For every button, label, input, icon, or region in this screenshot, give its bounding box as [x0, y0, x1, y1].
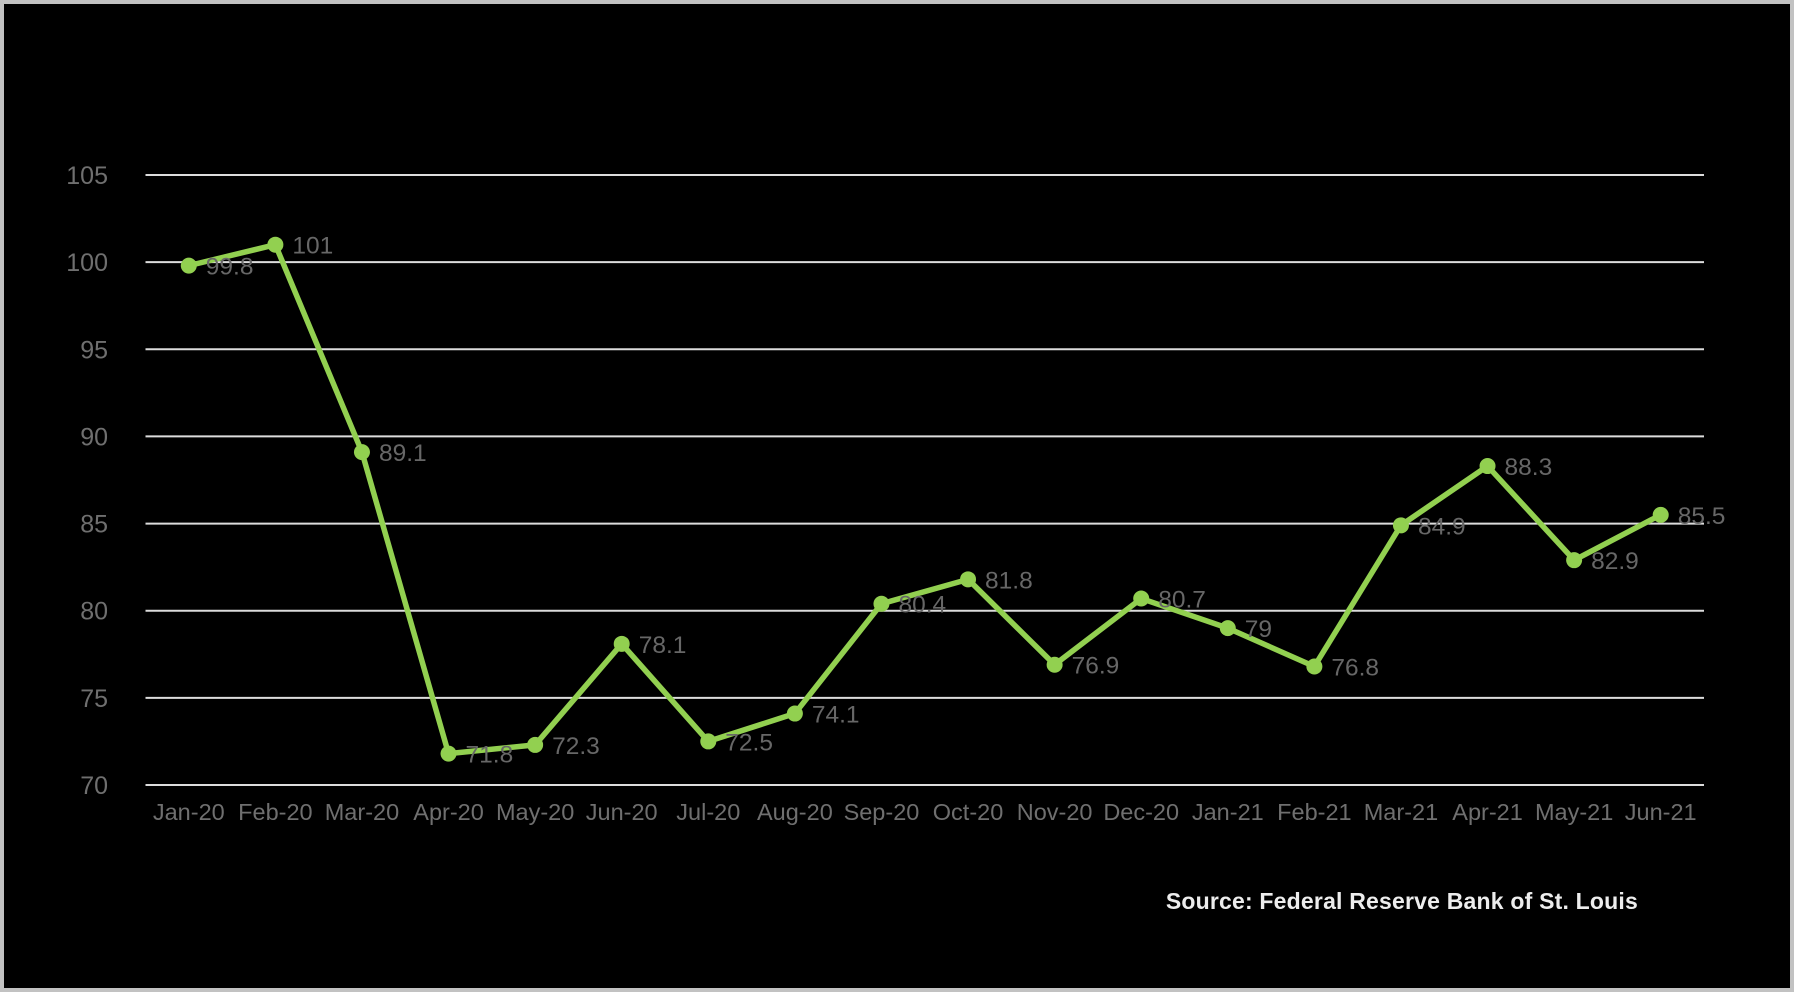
x-tick-label: Nov-20 — [1017, 799, 1093, 825]
x-tick-label: Apr-21 — [1452, 799, 1523, 825]
data-point-marker — [1133, 590, 1150, 607]
data-point-label: 89.1 — [379, 440, 427, 467]
data-point-label: 72.5 — [725, 729, 773, 756]
data-point-label: 85.5 — [1678, 503, 1726, 530]
x-tick-label: Aug-20 — [757, 799, 833, 825]
data-point-marker — [873, 595, 890, 612]
y-tick-label: 95 — [80, 336, 108, 364]
x-tick-label: Mar-21 — [1364, 799, 1438, 825]
data-point-marker — [353, 444, 370, 461]
line-chart: 70 75 80 85 90 95 100 105 Jan-20 Feb-20 Mar-20 Apr-… — [66, 162, 1726, 825]
x-tick-label: Oct-20 — [933, 799, 1004, 825]
x-tick-label: Jul-20 — [676, 799, 740, 825]
y-tick-label: 80 — [80, 598, 108, 626]
data-point-label: 74.1 — [812, 702, 860, 729]
x-tick-label: Feb-21 — [1277, 799, 1351, 825]
data-point-label: 82.9 — [1591, 548, 1639, 575]
data-point-marker — [180, 257, 197, 274]
x-tick-label: Jan-21 — [1192, 799, 1264, 825]
data-point-marker — [1306, 658, 1323, 675]
x-tick-label: Feb-20 — [238, 799, 312, 825]
data-point-marker — [960, 571, 977, 588]
data-point-label: 80.4 — [898, 592, 946, 619]
data-point-marker — [440, 745, 457, 762]
data-point-marker — [1566, 552, 1583, 569]
data-point-label: 101 — [292, 233, 333, 260]
x-tick-label: Sep-20 — [844, 799, 920, 825]
data-point-label: 72.3 — [552, 733, 600, 760]
source-note: Source: Federal Reserve Bank of St. Loui… — [1165, 888, 1638, 914]
series-line — [186, 241, 1664, 757]
data-point-label: 88.3 — [1505, 454, 1553, 481]
data-point-label: 80.7 — [1158, 587, 1206, 614]
data-point-marker — [1046, 656, 1063, 673]
data-point-label: 76.8 — [1331, 654, 1379, 681]
x-tick-label: Jun-21 — [1625, 799, 1697, 825]
x-tick-label: Jan-20 — [153, 799, 225, 825]
data-point-label: 76.9 — [1072, 653, 1120, 680]
y-tick-label: 85 — [80, 511, 108, 539]
x-tick-label: Apr-20 — [413, 799, 484, 825]
data-point-marker — [1219, 620, 1236, 637]
x-tick-label: May-21 — [1535, 799, 1613, 825]
data-point-label: 84.9 — [1418, 513, 1466, 540]
y-tick-label: 105 — [66, 162, 108, 190]
data-point-marker — [1479, 458, 1496, 475]
x-tick-label: May-20 — [496, 799, 574, 825]
data-point-marker — [1652, 506, 1669, 523]
data-point-label: 79 — [1245, 616, 1272, 643]
data-point-label: 78.1 — [639, 632, 687, 659]
data-point-marker — [786, 705, 803, 722]
data-point-label: 99.8 — [206, 254, 254, 281]
y-tick-label: 100 — [66, 249, 108, 277]
y-tick-label: 90 — [80, 423, 108, 451]
data-point-label: 71.8 — [466, 742, 514, 769]
y-tick-label: 70 — [80, 772, 108, 800]
data-point-marker — [527, 736, 544, 753]
data-point-label: 81.8 — [985, 567, 1033, 594]
data-point-marker — [613, 635, 630, 652]
y-tick-label: 75 — [80, 685, 108, 713]
data-point-marker — [700, 733, 717, 750]
x-tick-label: Jun-20 — [586, 799, 658, 825]
x-tick-label: Dec-20 — [1103, 799, 1179, 825]
data-point-marker — [1392, 517, 1409, 534]
x-tick-label: Mar-20 — [325, 799, 399, 825]
data-point-marker — [267, 236, 284, 253]
